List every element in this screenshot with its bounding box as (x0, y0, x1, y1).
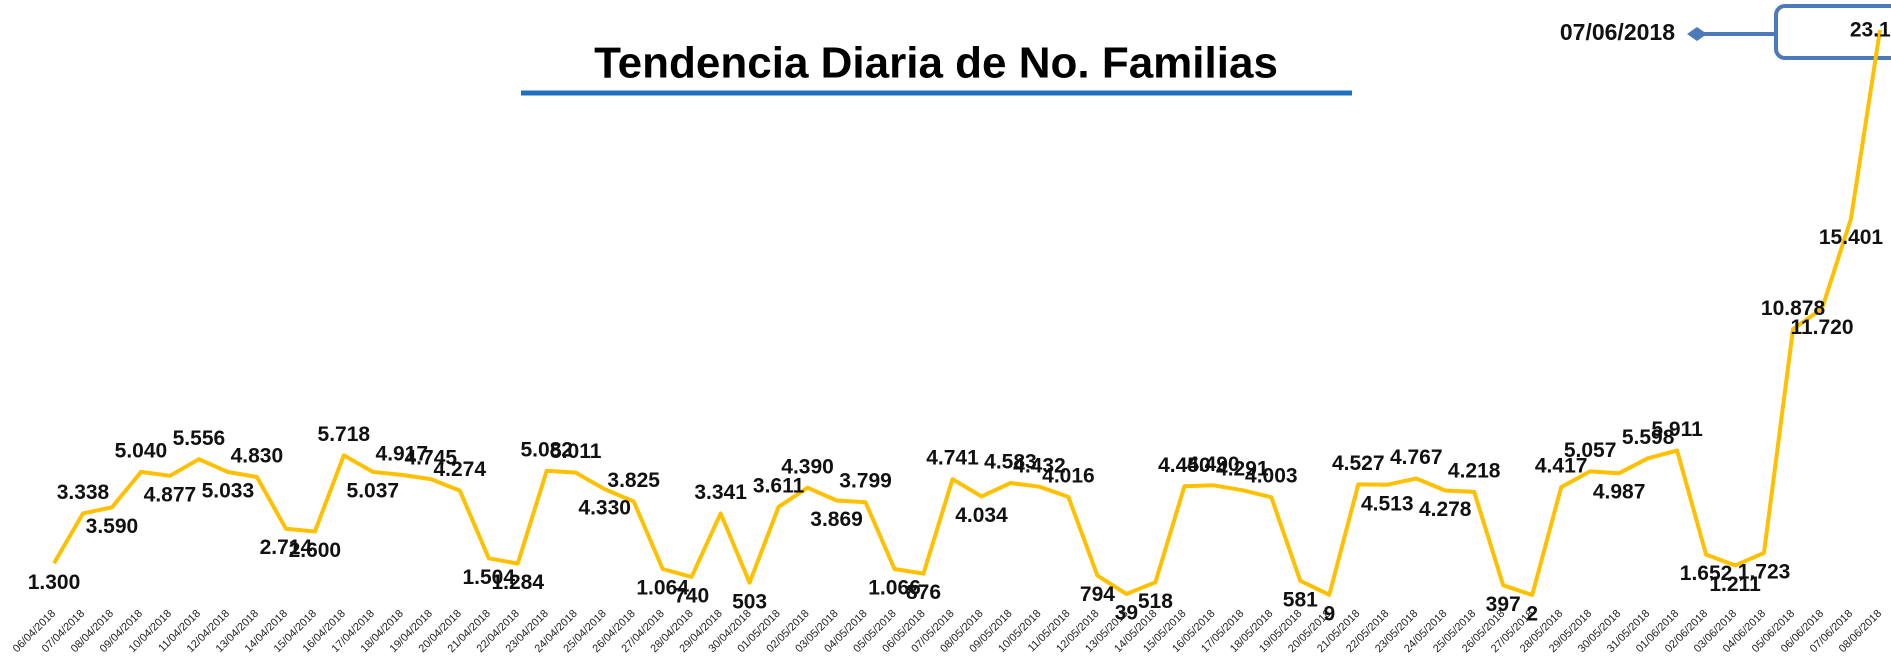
data-label: 10.878 (1761, 297, 1826, 320)
data-label: 2 (1526, 602, 1538, 625)
data-label: 3.341 (694, 481, 747, 504)
data-label: 4.218 (1448, 459, 1501, 482)
data-label: 3.869 (810, 508, 863, 531)
data-label: 5.040 (115, 439, 168, 462)
data-label: 4.034 (955, 504, 1008, 527)
data-label: 1.064 (636, 577, 689, 600)
data-label: 4.527 (1332, 452, 1385, 475)
data-label: 503 (732, 590, 767, 613)
data-label: 15.401 (1819, 226, 1884, 249)
annotation: 07/06/2018 (1560, 19, 1675, 45)
data-label: 3.590 (86, 515, 139, 538)
data-label: 5.911 (1651, 418, 1703, 441)
data-label: 5.011 (550, 440, 602, 463)
data-label: 4.917 (376, 442, 429, 465)
data-label: 4.830 (231, 445, 284, 468)
data-label: 1.652 (1680, 562, 1733, 585)
data-label: 4.741 (926, 447, 979, 470)
data-label: 1.300 (28, 571, 81, 594)
data-label: 1.211 (1709, 573, 1761, 596)
data-label: 4.291 (1216, 458, 1269, 481)
data-label: 1.066 (868, 577, 921, 600)
data-label: 5.037 (347, 479, 400, 502)
data-label: 4.003 (1245, 465, 1298, 488)
data-label: 4.450 (1158, 454, 1211, 477)
data-label: 3.825 (607, 469, 660, 492)
data-label: 2.600 (289, 539, 342, 562)
data-label: 1.723 (1738, 560, 1791, 583)
data-label: 1.504 (462, 566, 515, 589)
data-label: 397 (1486, 593, 1521, 616)
data-label: 3.799 (839, 470, 892, 493)
data-label: 11.720 (1790, 316, 1853, 339)
data-label: 4.987 (1593, 481, 1646, 504)
chart-title: Tendencia Diaria de No. Familias (594, 39, 1278, 88)
data-label: 2.714 (260, 536, 313, 559)
annotation-box (1774, 4, 1891, 60)
data-label: 876 (906, 581, 941, 604)
data-label: 4.745 (405, 447, 458, 470)
data-label: 4.432 (1013, 454, 1066, 477)
data-label: 740 (674, 584, 709, 607)
data-label: 5.556 (173, 427, 226, 450)
data-label: 23.124 (1850, 19, 1891, 42)
data-label: 4.016 (1042, 464, 1095, 487)
data-label: 4.513 (1361, 492, 1414, 515)
data-label: 5.057 (1564, 439, 1617, 462)
data-label: 4.274 (433, 458, 486, 481)
data-label: 4.417 (1535, 455, 1588, 478)
data-label: 4.583 (984, 451, 1037, 474)
data-label: 5.033 (202, 480, 255, 503)
data-label: 5.598 (1622, 426, 1675, 449)
data-label: 518 (1138, 590, 1173, 613)
data-label: 9 (1323, 602, 1335, 625)
line-series (52, 29, 1882, 597)
data-label: 4.490 (1187, 453, 1240, 476)
data-label: 4.330 (578, 497, 631, 520)
data-label: 4.390 (781, 455, 834, 478)
data-label: 4.278 (1419, 498, 1472, 521)
data-label: 1.284 (491, 571, 544, 594)
data-label: 5.718 (318, 423, 371, 446)
data-label: 3.338 (57, 481, 110, 504)
data-label: 3.611 (753, 474, 805, 497)
data-label: 5.082 (520, 438, 573, 461)
data-label: 39 (1115, 602, 1138, 625)
data-label: 794 (1080, 583, 1115, 606)
data-label: 4.877 (144, 483, 197, 506)
arrow-head (1687, 27, 1707, 41)
data-label: 581 (1283, 588, 1318, 611)
data-label: 4.767 (1390, 446, 1443, 469)
